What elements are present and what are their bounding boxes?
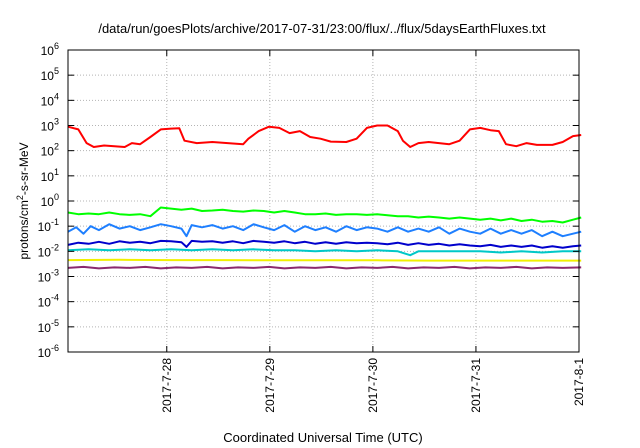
y-axis-label: protons/cm2-s-sr-MeV [15, 142, 31, 259]
series-line-5 [67, 248, 582, 257]
x-tick-label: 2017-7-28 [160, 358, 174, 413]
grid [68, 50, 579, 352]
x-tick-label: 2017-7-30 [366, 358, 380, 413]
series-line-7 [67, 265, 582, 270]
y-tick-label: 103 [41, 117, 59, 134]
x-tick-label: 2017-7-31 [469, 358, 483, 413]
series-line-4 [67, 239, 582, 249]
y-tick-label: 100 [41, 192, 59, 209]
x-ticks: 2017-7-28 2017-7-29 2017-7-30 2017-7-31 2017… [160, 50, 586, 413]
y-tick-label: 10-6 [38, 343, 59, 360]
y-tick-label: 105 [41, 66, 59, 83]
y-tick-label: 10-1 [38, 217, 59, 234]
x-tick-label: 2017-7-29 [263, 358, 277, 413]
series-group [67, 124, 582, 270]
x-axis-label: Coordinated Universal Time (UTC) [223, 430, 422, 445]
y-tick-label: 106 [41, 41, 59, 58]
y-tick-label: 10-2 [38, 242, 59, 259]
y-tick-label: 102 [41, 142, 59, 159]
x-tick-label: 2017-8-1 [572, 358, 586, 406]
y-tick-label: 104 [41, 91, 59, 108]
y-tick-label: 10-5 [38, 318, 59, 335]
series-line-3 [67, 223, 582, 238]
y-tick-label: 101 [41, 167, 59, 184]
y-ticks: 10-6 10-5 10-4 10-3 10-2 10-1 100 101 102 103 104 1… [38, 41, 579, 360]
y-tick-label: 10-3 [38, 268, 59, 285]
series-line-1 [67, 124, 582, 148]
series-line-2 [67, 206, 582, 224]
chart-title: /data/run/goesPlots/archive/2017-07-31/2… [98, 21, 546, 36]
y-tick-label: 10-4 [38, 293, 59, 310]
series-line-6 [67, 258, 582, 262]
